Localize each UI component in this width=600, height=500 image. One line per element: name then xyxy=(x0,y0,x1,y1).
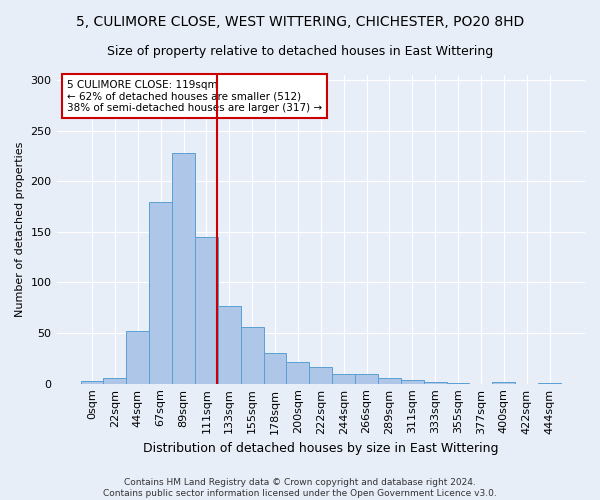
Bar xyxy=(446,382,469,384)
Bar xyxy=(286,362,310,384)
Bar xyxy=(103,378,127,384)
X-axis label: Distribution of detached houses by size in East Wittering: Distribution of detached houses by size … xyxy=(143,442,499,455)
Bar xyxy=(355,374,378,384)
Bar xyxy=(332,374,355,384)
Text: Contains HM Land Registry data © Crown copyright and database right 2024.
Contai: Contains HM Land Registry data © Crown c… xyxy=(103,478,497,498)
Bar xyxy=(538,382,561,384)
Bar xyxy=(172,153,195,384)
Bar xyxy=(401,380,424,384)
Bar xyxy=(378,378,401,384)
Text: Size of property relative to detached houses in East Wittering: Size of property relative to detached ho… xyxy=(107,45,493,58)
Bar xyxy=(80,380,103,384)
Bar xyxy=(149,202,172,384)
Bar xyxy=(241,327,263,384)
Bar xyxy=(424,382,446,384)
Bar xyxy=(310,368,332,384)
Bar xyxy=(493,382,515,384)
Text: 5, CULIMORE CLOSE, WEST WITTERING, CHICHESTER, PO20 8HD: 5, CULIMORE CLOSE, WEST WITTERING, CHICH… xyxy=(76,15,524,29)
Text: 5 CULIMORE CLOSE: 119sqm
← 62% of detached houses are smaller (512)
38% of semi-: 5 CULIMORE CLOSE: 119sqm ← 62% of detach… xyxy=(67,80,322,113)
Bar xyxy=(218,306,241,384)
Y-axis label: Number of detached properties: Number of detached properties xyxy=(15,142,25,317)
Bar xyxy=(263,354,286,384)
Bar xyxy=(195,237,218,384)
Bar xyxy=(127,331,149,384)
